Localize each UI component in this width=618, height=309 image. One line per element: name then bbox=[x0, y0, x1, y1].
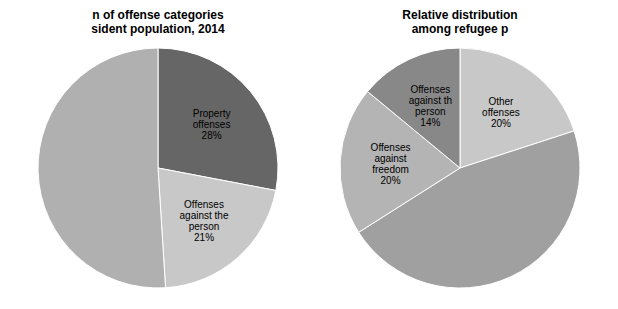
html-text:Relative distribution among re: Relative distribution among refugee p bbox=[402, 8, 518, 36]
svg-text:Offensesagainstfreedom20%: Offensesagainstfreedom20% bbox=[371, 142, 411, 186]
svg-text:Offensesagainst theperson21%: Offensesagainst theperson21% bbox=[180, 198, 229, 242]
svg-text:Offensesagainst thperson14%: Offensesagainst thperson14% bbox=[409, 83, 452, 127]
svg-text:Propertyoffenses28%: Propertyoffenses28% bbox=[193, 107, 231, 140]
svg-text:Otheroffenses20%: Otheroffenses20% bbox=[482, 95, 520, 128]
html-text:n of offense categories sident: n of offense categories sident populatio… bbox=[91, 8, 225, 36]
